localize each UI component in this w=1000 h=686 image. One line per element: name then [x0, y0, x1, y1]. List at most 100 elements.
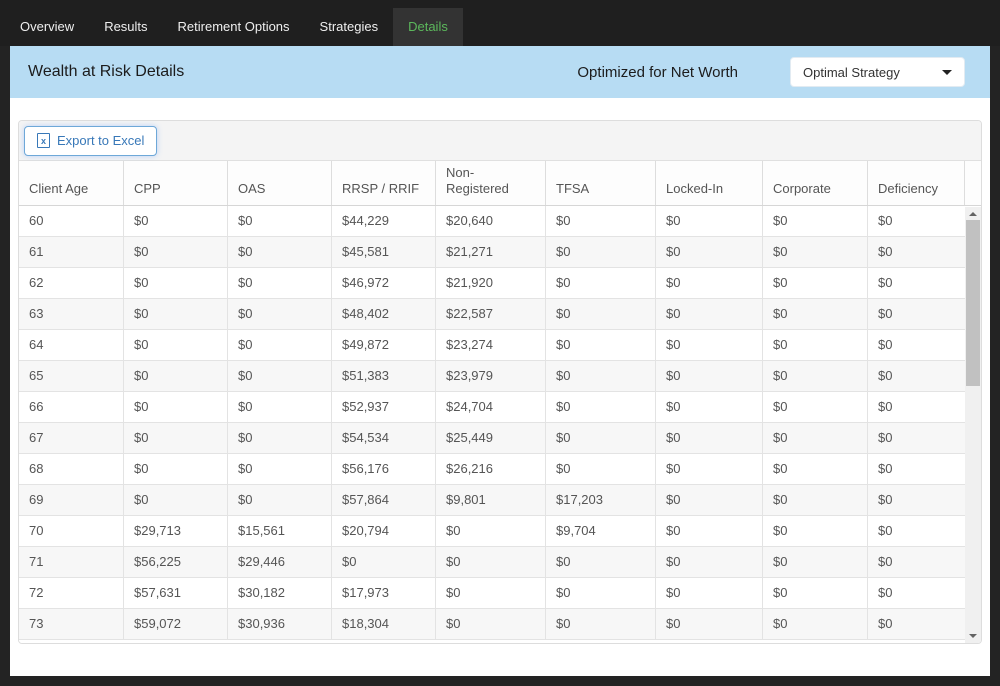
table-cell: $0: [762, 361, 867, 391]
column-header-non-registered: Non-Registered: [435, 161, 545, 205]
column-header-deficiency: Deficiency: [867, 161, 964, 205]
table-cell: $0: [545, 268, 655, 298]
table-cell: 73: [29, 616, 44, 631]
tab-strategies[interactable]: Strategies: [319, 19, 379, 34]
table-row-age-71: 71 $56,225 $29,446 $0 $0 $0 $0 $0 $0: [19, 547, 965, 578]
table-cell: $0: [655, 454, 762, 484]
table-cell: 72: [29, 585, 44, 600]
table-cell: $0: [227, 454, 331, 484]
table-row-age-61: 61 $0 $0 $45,581 $21,271 $0 $0 $0 $0: [19, 237, 965, 268]
table-cell: $9,704: [545, 516, 655, 546]
table-cell: $0: [867, 268, 965, 298]
table-cell: $0: [867, 361, 965, 391]
table-cell: $0: [762, 392, 867, 422]
table-cell: $0: [655, 299, 762, 329]
table-cell: $17,973: [331, 578, 435, 608]
table-cell: $0: [227, 330, 331, 360]
table-cell: $0: [545, 206, 655, 236]
table-cell: $0: [545, 609, 655, 639]
table-cell: $0: [545, 299, 655, 329]
table-cell: $0: [655, 516, 762, 546]
table-cell: $0: [545, 454, 655, 484]
column-header-tfsa: TFSA: [545, 161, 655, 205]
table-cell: $24,704: [435, 392, 545, 422]
table-cell: $26,216: [435, 454, 545, 484]
table-cell: $0: [655, 268, 762, 298]
table-cell: 67: [29, 430, 44, 445]
table-cell: 61: [29, 244, 44, 259]
table-cell: $30,936: [227, 609, 331, 639]
table-cell: $15,561: [227, 516, 331, 546]
table-cell: $0: [762, 609, 867, 639]
table-cell: $0: [867, 516, 965, 546]
table-cell: $0: [762, 268, 867, 298]
table-row-age-64: 64 $0 $0 $49,872 $23,274 $0 $0 $0 $0: [19, 330, 965, 361]
table-cell: $44,229: [331, 206, 435, 236]
table-cell: $0: [435, 516, 545, 546]
table-cell: $0: [762, 330, 867, 360]
table-cell: $0: [331, 547, 435, 577]
table-cell: $56,225: [123, 547, 227, 577]
column-header-oas: OAS: [227, 161, 331, 205]
table-row-age-70: 70 $29,713 $15,561 $20,794 $0 $9,704 $0 $0 $0: [19, 516, 965, 547]
table-row-age-62: 62 $0 $0 $46,972 $21,920 $0 $0 $0 $0: [19, 268, 965, 299]
table-cell: $0: [655, 547, 762, 577]
table-body: 60 $0 $0 $44,229 $20,640 $0 $0 $0 $0 61 $0 $0 $45,58…: [19, 206, 981, 643]
table-cell: $0: [435, 609, 545, 639]
table-cell: $0: [867, 609, 965, 639]
table-cell: $0: [655, 237, 762, 267]
table-cell: $0: [762, 454, 867, 484]
table-cell: $0: [227, 268, 331, 298]
table-cell: $0: [867, 547, 965, 577]
table-cell: 68: [29, 461, 44, 476]
table-row-age-66: 66 $0 $0 $52,937 $24,704 $0 $0 $0 $0: [19, 392, 965, 423]
table-cell: $57,864: [331, 485, 435, 515]
table-cell: $21,271: [435, 237, 545, 267]
table-cell: 62: [29, 275, 44, 290]
table-header-row: Client Age CPP OAS RRSP / RRIF Non-Registere…: [19, 161, 981, 206]
table-cell: $0: [123, 206, 227, 236]
table-row-age-67: 67 $0 $0 $54,534 $25,449 $0 $0 $0 $0: [19, 423, 965, 454]
table-cell: $0: [655, 392, 762, 422]
column-header-corporate: Corporate: [762, 161, 867, 205]
export-to-excel-button[interactable]: x Export to Excel: [24, 125, 158, 156]
table-cell: $0: [867, 454, 965, 484]
table-cell: $0: [545, 578, 655, 608]
export-button-label: Export to Excel: [57, 133, 145, 148]
table-cell: 70: [29, 523, 44, 538]
table-cell: $0: [867, 578, 965, 608]
table-cell: $56,176: [331, 454, 435, 484]
tab-overview[interactable]: Overview: [20, 19, 75, 34]
column-header-locked-in: Locked-In: [655, 161, 762, 205]
table-cell: $0: [227, 423, 331, 453]
table-cell: $0: [762, 206, 867, 236]
table-cell: $0: [123, 330, 227, 360]
strategy-dropdown-value: Optimal Strategy: [803, 64, 900, 80]
vertical-scrollbar[interactable]: [965, 207, 981, 643]
table-cell: $51,383: [331, 361, 435, 391]
tab-details[interactable]: Details: [393, 8, 463, 46]
strategy-dropdown[interactable]: Optimal Strategy: [790, 57, 965, 87]
table-cell: $0: [435, 547, 545, 577]
table-cell: $0: [762, 299, 867, 329]
table-cell: $0: [227, 206, 331, 236]
table-cell: $0: [867, 485, 965, 515]
table-cell: $0: [655, 609, 762, 639]
table-cell: $0: [545, 392, 655, 422]
table-cell: $0: [867, 206, 965, 236]
scroll-down-button[interactable]: [965, 629, 981, 643]
table-cell: $57,631: [123, 578, 227, 608]
scroll-up-button[interactable]: [965, 207, 981, 221]
table-cell: $23,274: [435, 330, 545, 360]
page-header: Wealth at Risk Details Optimized for Net…: [10, 46, 990, 98]
table-cell: $0: [123, 392, 227, 422]
table-cell: $0: [762, 516, 867, 546]
table-cell: $0: [123, 268, 227, 298]
tab-retirement-options[interactable]: Retirement Options: [177, 19, 290, 34]
tab-results[interactable]: Results: [104, 19, 148, 34]
table-cell: $0: [867, 392, 965, 422]
table-cell: $0: [655, 330, 762, 360]
table-cell: $46,972: [331, 268, 435, 298]
scrollbar-thumb[interactable]: [966, 220, 980, 386]
table-cell: $17,203: [545, 485, 655, 515]
